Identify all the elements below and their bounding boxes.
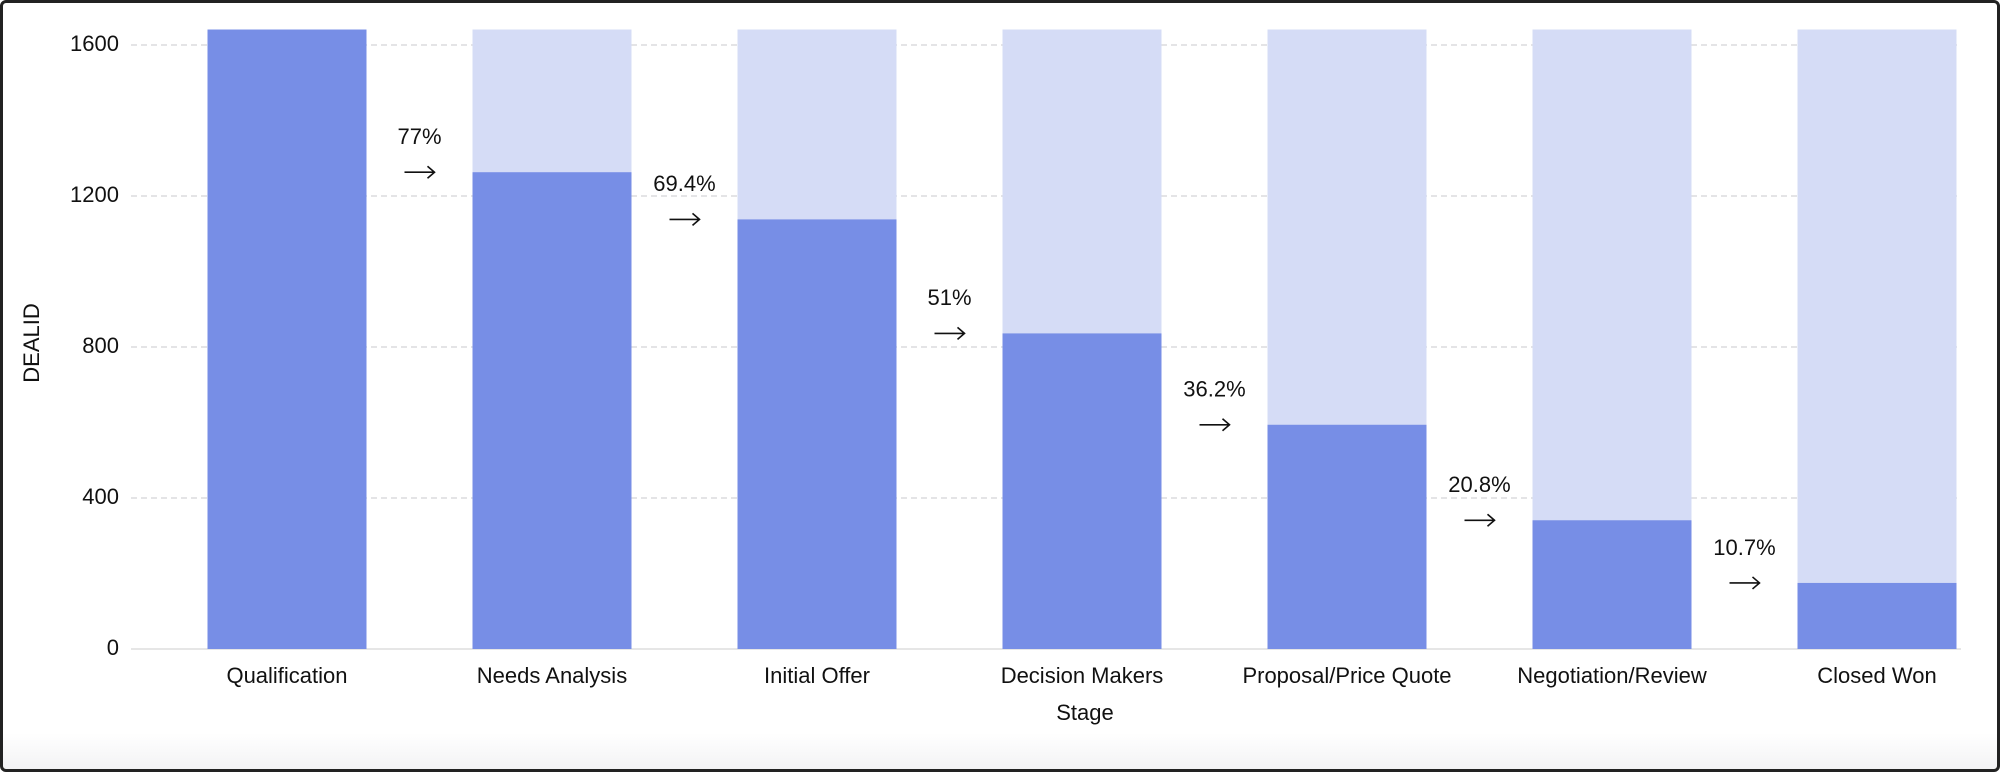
y-tick-label: 1200: [70, 182, 119, 207]
arrow: [404, 165, 436, 179]
bar: [1002, 333, 1162, 649]
arrow: [934, 326, 966, 341]
bar: [1267, 424, 1427, 649]
arrow: [669, 212, 701, 227]
conversion-label: 69.4%: [653, 171, 715, 196]
bar-background: [1797, 29, 1957, 649]
x-tick-label: Proposal/Price Quote: [1242, 663, 1451, 688]
bar: [207, 29, 367, 649]
conversion-label: 20.8%: [1448, 472, 1510, 497]
arrow: [1464, 513, 1496, 527]
bar: [1797, 582, 1957, 649]
y-tick-label: 0: [107, 635, 119, 660]
x-tick-label: Needs Analysis: [477, 663, 627, 688]
x-tick-label: Qualification: [226, 663, 347, 688]
y-axis-title: DEALID: [19, 303, 44, 382]
arrow: [1729, 576, 1761, 590]
x-tick-label: Negotiation/Review: [1517, 663, 1707, 688]
x-axis-title: Stage: [1056, 700, 1114, 725]
y-tick-label: 800: [82, 333, 119, 358]
chart: DEALID Stage 0 400 800 1200 1600 Qualificatio…: [19, 29, 1961, 725]
conversion-label: 77%: [397, 124, 441, 149]
x-tick-label: Closed Won: [1817, 663, 1936, 688]
conversion-label: 51%: [927, 285, 971, 310]
conversion-label: 10.7%: [1713, 535, 1775, 560]
bar: [472, 172, 632, 649]
conversion-label: 36.2%: [1183, 377, 1245, 402]
x-tick-label: Decision Makers: [1001, 663, 1164, 688]
y-tick-label: 1600: [70, 31, 119, 56]
bar: [1532, 520, 1692, 649]
arrow: [1199, 418, 1231, 432]
y-tick-label: 400: [82, 484, 119, 509]
x-tick-label: Initial Offer: [764, 663, 870, 688]
bar: [737, 219, 897, 649]
